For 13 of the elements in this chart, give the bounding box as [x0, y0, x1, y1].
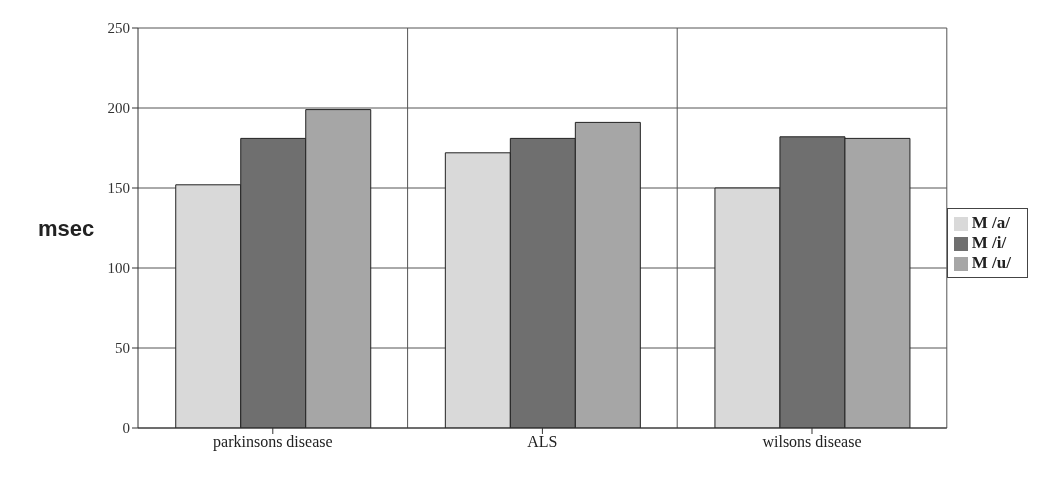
y-tick-label: 100 [107, 260, 130, 277]
legend-label: M /u/ [971, 253, 1011, 272]
y-tick-label: 200 [107, 100, 130, 117]
y-tick-label: 50 [115, 340, 130, 357]
x-tick-label: wilsons disease [762, 433, 862, 451]
y-tick-label: 250 [107, 20, 130, 37]
legend-label: M /a/ [971, 213, 1011, 232]
x-tick-label: parkinsons disease [213, 433, 333, 452]
y-axis-title: msec [38, 215, 95, 241]
x-tick-label: ALS [527, 433, 558, 451]
y-tick-label: 150 [107, 180, 130, 197]
y-tick-label: 0 [122, 420, 130, 437]
legend-label: M /i/ [971, 233, 1007, 252]
